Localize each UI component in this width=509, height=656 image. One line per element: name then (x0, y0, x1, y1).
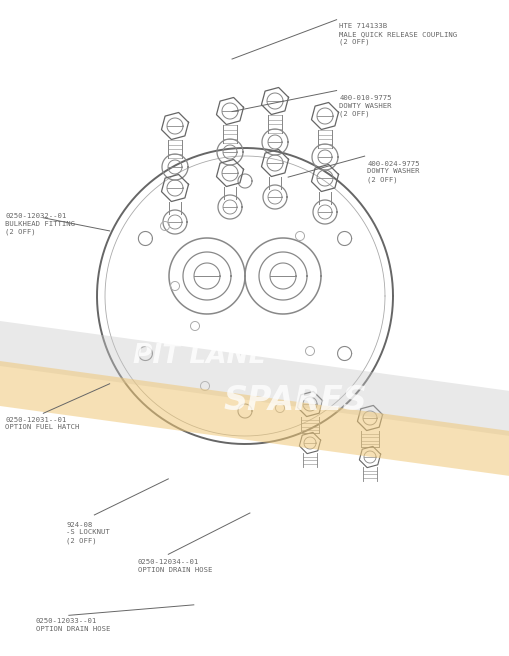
Text: 924-08
-S LOCKNUT
(2 OFF): 924-08 -S LOCKNUT (2 OFF) (66, 522, 110, 544)
Text: 0250-12033--01
OPTION DRAIN HOSE: 0250-12033--01 OPTION DRAIN HOSE (36, 618, 110, 632)
Polygon shape (0, 321, 509, 436)
Text: PIT LANE: PIT LANE (133, 343, 266, 369)
Polygon shape (0, 361, 509, 476)
Text: 0250-12034--01
OPTION DRAIN HOSE: 0250-12034--01 OPTION DRAIN HOSE (137, 559, 212, 573)
Text: 0250-12032--01
BULKHEAD FITTING
(2 OFF): 0250-12032--01 BULKHEAD FITTING (2 OFF) (5, 213, 75, 236)
Text: SPARES: SPARES (223, 384, 366, 417)
Text: HTE 714133B
MALE QUICK RELEASE COUPLING
(2 OFF): HTE 714133B MALE QUICK RELEASE COUPLING … (338, 23, 457, 45)
Text: 0250-12031--01
OPTION FUEL HATCH: 0250-12031--01 OPTION FUEL HATCH (5, 417, 79, 430)
Text: 400-024-9775
DOWTY WASHER
(2 OFF): 400-024-9775 DOWTY WASHER (2 OFF) (366, 161, 419, 183)
Text: 400-010-9775
DOWTY WASHER
(2 OFF): 400-010-9775 DOWTY WASHER (2 OFF) (338, 95, 391, 117)
